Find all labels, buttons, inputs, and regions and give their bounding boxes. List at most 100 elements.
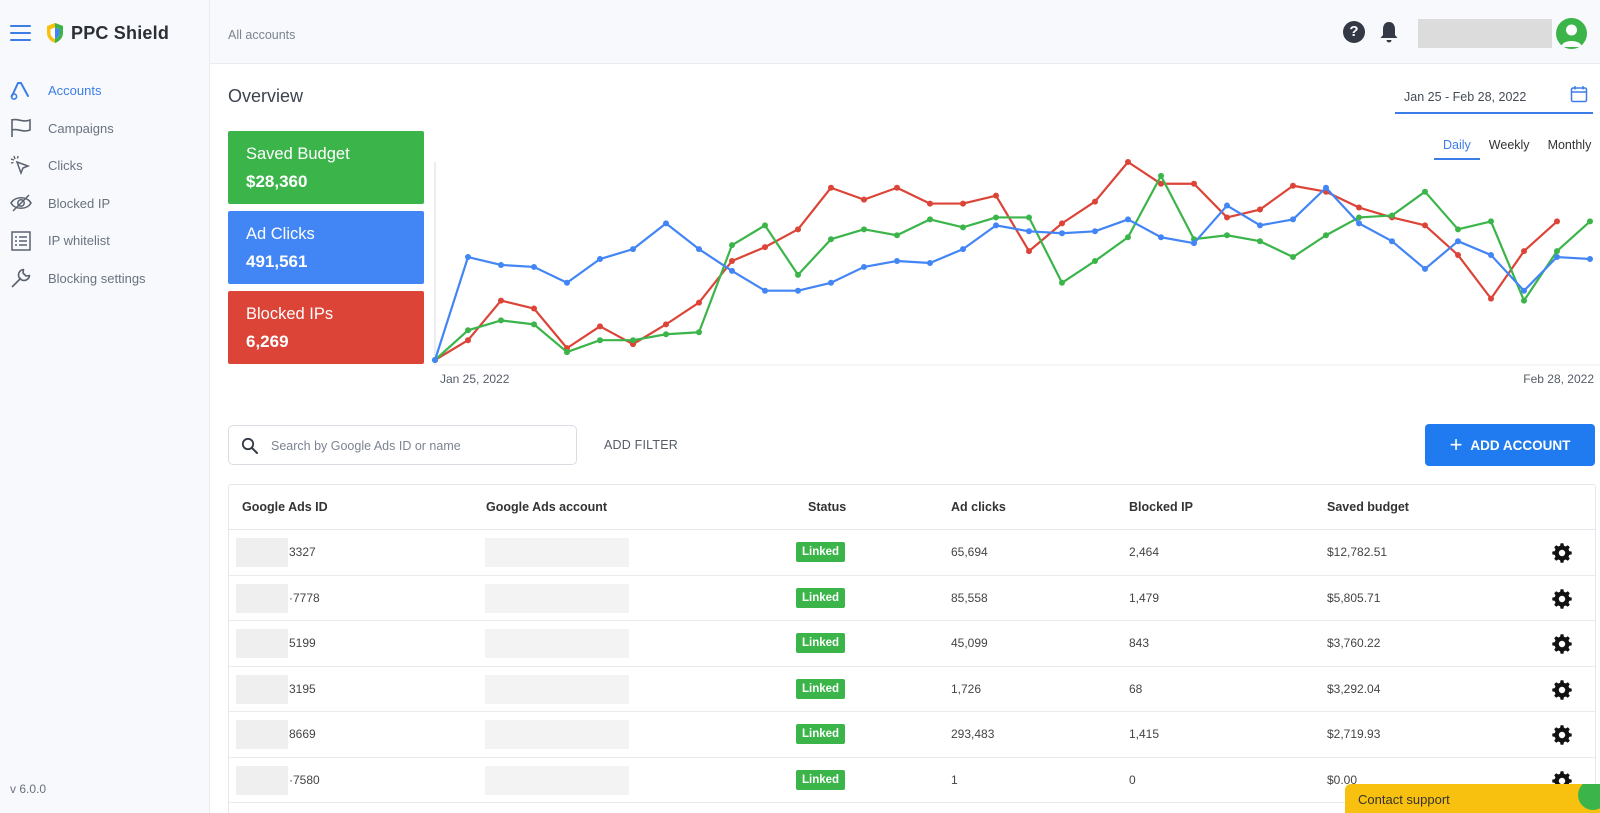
data-point-0-26[interactable]	[1290, 182, 1296, 189]
data-point-2-29[interactable]	[1389, 238, 1395, 245]
data-point-2-16[interactable]	[960, 246, 966, 253]
gear-icon[interactable]	[1552, 588, 1572, 609]
column-saved-budget[interactable]: Saved budget	[1327, 500, 1409, 514]
data-point-1-32[interactable]	[1488, 218, 1494, 225]
data-point-1-9[interactable]	[729, 242, 735, 249]
user-menu[interactable]	[1418, 19, 1552, 48]
breadcrumb[interactable]: All accounts	[228, 28, 296, 42]
table-row[interactable]: 3195 Linked 1,726 68 $3,292.04	[229, 667, 1595, 712]
data-point-0-12[interactable]	[828, 184, 834, 191]
data-point-2-12[interactable]	[828, 279, 834, 286]
data-point-2-9[interactable]	[729, 267, 735, 274]
data-point-2-27[interactable]	[1323, 184, 1329, 191]
data-point-1-12[interactable]	[828, 236, 834, 243]
data-point-2-31[interactable]	[1455, 238, 1461, 245]
blocked-ips-card[interactable]: Blocked IPs 6,269	[228, 291, 424, 364]
column-google-ads-account[interactable]: Google Ads account	[486, 500, 608, 514]
data-point-0-28[interactable]	[1356, 204, 1362, 211]
avatar[interactable]	[1556, 18, 1587, 49]
data-point-0-8[interactable]	[696, 299, 702, 306]
data-point-2-23[interactable]	[1191, 240, 1197, 247]
data-point-0-30[interactable]	[1422, 222, 1428, 229]
data-point-1-18[interactable]	[1026, 214, 1032, 221]
data-point-1-8[interactable]	[696, 329, 702, 336]
data-point-0-13[interactable]	[861, 196, 867, 203]
tab-weekly[interactable]: Weekly	[1488, 138, 1530, 152]
table-row[interactable]: ·7580 Linked 1 0 $0.00	[229, 758, 1595, 803]
data-point-2-30[interactable]	[1422, 265, 1428, 272]
data-point-0-33[interactable]	[1521, 248, 1527, 255]
help-icon[interactable]: ?	[1343, 21, 1365, 43]
data-point-2-13[interactable]	[861, 263, 867, 270]
data-point-2-33[interactable]	[1521, 287, 1527, 294]
data-point-1-17[interactable]	[993, 214, 999, 221]
sidebar-item-clicks[interactable]: Clicks	[0, 147, 209, 185]
data-point-1-22[interactable]	[1158, 172, 1164, 179]
data-point-2-6[interactable]	[630, 246, 636, 253]
sidebar-item-accounts[interactable]: Accounts	[0, 72, 209, 110]
gear-icon[interactable]	[1552, 679, 1572, 700]
data-point-2-34[interactable]	[1554, 254, 1560, 261]
data-point-2-25[interactable]	[1257, 222, 1263, 229]
search-input[interactable]	[271, 435, 561, 457]
gear-icon[interactable]	[1552, 634, 1572, 654]
gear-icon[interactable]	[1552, 543, 1572, 563]
data-point-1-1[interactable]	[465, 327, 471, 334]
data-point-0-31[interactable]	[1455, 252, 1461, 259]
data-point-1-7[interactable]	[663, 331, 669, 338]
column-status[interactable]: Status	[808, 500, 847, 514]
data-point-2-21[interactable]	[1125, 216, 1131, 223]
saved-budget-card[interactable]: Saved Budget $28,360	[228, 131, 424, 204]
data-point-1-6[interactable]	[630, 337, 636, 344]
data-point-1-30[interactable]	[1422, 188, 1428, 195]
data-point-2-2[interactable]	[498, 261, 504, 268]
data-point-0-18[interactable]	[1026, 248, 1032, 255]
data-point-1-10[interactable]	[762, 222, 768, 229]
data-point-2-4[interactable]	[564, 279, 570, 286]
data-point-1-24[interactable]	[1224, 232, 1230, 239]
column-google-ads-id[interactable]: Google Ads ID	[242, 500, 328, 514]
data-point-2-11[interactable]	[795, 287, 801, 294]
data-point-2-24[interactable]	[1224, 202, 1230, 209]
data-point-1-2[interactable]	[498, 317, 504, 324]
data-point-1-14[interactable]	[894, 232, 900, 239]
date-range-picker[interactable]: Jan 25 - Feb 28, 2022	[1395, 80, 1593, 114]
menu-icon[interactable]	[10, 25, 31, 41]
ad-clicks-card[interactable]: Ad Clicks 491,561	[228, 211, 424, 284]
gear-icon[interactable]	[1552, 725, 1572, 745]
data-point-1-20[interactable]	[1092, 258, 1098, 264]
data-point-2-17[interactable]	[993, 222, 999, 229]
data-point-2-32[interactable]	[1488, 252, 1494, 259]
data-point-1-27[interactable]	[1323, 232, 1329, 239]
data-point-0-14[interactable]	[894, 184, 900, 191]
data-point-1-3[interactable]	[531, 321, 537, 328]
data-point-2-22[interactable]	[1158, 234, 1164, 241]
sidebar-item-campaigns[interactable]: Campaigns	[0, 110, 209, 148]
data-point-0-3[interactable]	[531, 305, 537, 312]
bell-icon[interactable]	[1378, 20, 1400, 44]
data-point-0-5[interactable]	[597, 323, 603, 330]
data-point-1-5[interactable]	[597, 337, 603, 344]
data-point-0-16[interactable]	[960, 200, 966, 207]
data-point-0-20[interactable]	[1092, 198, 1098, 205]
data-point-0-2[interactable]	[498, 297, 504, 304]
data-point-0-7[interactable]	[663, 321, 669, 328]
data-point-2-1[interactable]	[465, 254, 471, 261]
data-point-0-1[interactable]	[465, 337, 471, 344]
data-point-1-21[interactable]	[1125, 234, 1131, 241]
sidebar-item-blocked-ip[interactable]: Blocked IP	[0, 185, 209, 223]
data-point-2-20[interactable]	[1092, 228, 1098, 235]
data-point-1-4[interactable]	[564, 349, 570, 356]
data-point-0-17[interactable]	[993, 192, 999, 199]
data-point-0-11[interactable]	[795, 226, 801, 233]
data-point-2-35[interactable]	[1587, 256, 1593, 263]
data-point-1-15[interactable]	[927, 216, 933, 223]
data-point-2-8[interactable]	[696, 246, 702, 253]
column-ad-clicks[interactable]: Ad clicks	[951, 500, 1006, 514]
data-point-1-19[interactable]	[1059, 279, 1065, 286]
data-point-1-33[interactable]	[1521, 297, 1527, 304]
data-point-0-32[interactable]	[1488, 295, 1494, 302]
data-point-0-9[interactable]	[729, 258, 735, 264]
data-point-1-34[interactable]	[1554, 248, 1560, 255]
data-point-0-23[interactable]	[1191, 180, 1197, 187]
